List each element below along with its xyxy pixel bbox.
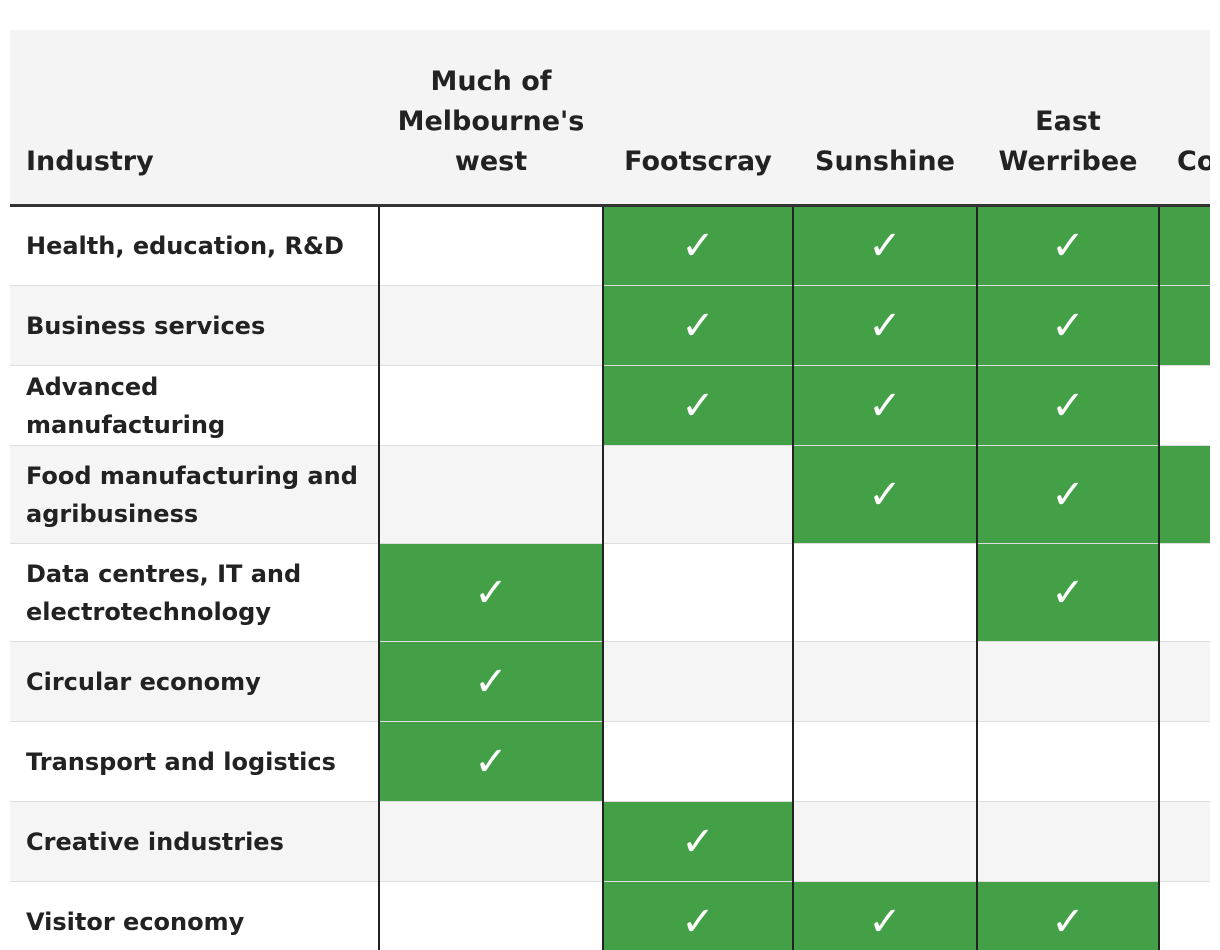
industry-name: Data centres, IT and electrotechnology: [10, 543, 380, 642]
industry-name: Business services: [10, 285, 380, 366]
column-header-melbournes-west: Much of Melbourne's west: [379, 30, 603, 207]
cell-clipped: ✓: [1159, 445, 1210, 544]
cell-west: [379, 285, 604, 366]
cell-west: [379, 881, 604, 950]
cell-east-werribee: [977, 801, 1160, 882]
cell-sunshine: [793, 641, 978, 722]
header-line: Werribee: [998, 146, 1138, 177]
checkmark-icon: ✓: [1051, 898, 1085, 945]
table-row: Business services ✓ ✓ ✓ ✓: [10, 285, 1210, 366]
cell-footscray: ✓: [603, 205, 794, 286]
checkmark-icon: ✓: [681, 302, 715, 349]
cell-sunshine: [793, 543, 978, 642]
column-header-east-werribee: East Werribee: [977, 30, 1159, 207]
header-line: Melbourne's: [397, 106, 585, 137]
table-row: Health, education, R&D ✓ ✓ ✓ ✓: [10, 205, 1210, 286]
checkmark-icon: ✓: [868, 302, 902, 349]
cell-east-werribee: ✓: [977, 543, 1160, 642]
cell-footscray: [603, 543, 794, 642]
table-row: Visitor economy ✓ ✓ ✓: [10, 881, 1210, 950]
cell-footscray: [603, 641, 794, 722]
checkmark-icon: ✓: [868, 471, 902, 518]
industry-name: Advanced manufacturing: [10, 365, 380, 446]
table-row: Transport and logistics ✓: [10, 721, 1210, 802]
cell-clipped: [1159, 365, 1210, 446]
header-line: west: [454, 146, 528, 177]
cell-sunshine: [793, 721, 978, 802]
checkmark-icon: ✓: [868, 898, 902, 945]
column-header-footscray: Footscray: [603, 30, 793, 207]
checkmark-icon: ✓: [681, 223, 715, 269]
table-row: Creative industries ✓: [10, 801, 1210, 882]
checkmark-icon: ✓: [1051, 471, 1085, 518]
checkmark-icon: ✓: [868, 223, 902, 269]
industry-name: Visitor economy: [10, 881, 380, 950]
cell-west: ✓: [379, 721, 604, 802]
column-header-sunshine: Sunshine: [793, 30, 977, 207]
cell-east-werribee: [977, 721, 1160, 802]
table-row: Data centres, IT and electrotechnology ✓ ✓: [10, 543, 1210, 642]
checkmark-icon: ✓: [474, 569, 508, 616]
cell-east-werribee: ✓: [977, 445, 1160, 544]
header-line: East: [1035, 106, 1101, 137]
cell-sunshine: ✓: [793, 205, 978, 286]
cell-clipped: [1159, 801, 1210, 882]
column-header-clipped: Co: [1159, 30, 1210, 207]
checkmark-icon: ✓: [474, 738, 508, 785]
table-row: Advanced manufacturing ✓ ✓ ✓: [10, 365, 1210, 446]
cell-clipped: ✓: [1159, 285, 1210, 366]
industry-table-container: Industry Much of Melbourne's west Footsc…: [10, 30, 1210, 950]
industry-name: Food manufacturing and agribusiness: [10, 445, 380, 544]
checkmark-icon: ✓: [1051, 302, 1085, 349]
industry-name: Health, education, R&D: [10, 205, 380, 286]
cell-footscray: [603, 445, 794, 544]
table-body: Health, education, R&D✓✓✓✓Business servi…: [10, 205, 1210, 950]
cell-sunshine: ✓: [793, 285, 978, 366]
table-row: Circular economy ✓: [10, 641, 1210, 722]
cell-east-werribee: ✓: [977, 285, 1160, 366]
checkmark-icon: ✓: [474, 658, 508, 705]
cell-sunshine: ✓: [793, 881, 978, 950]
industry-name: Transport and logistics: [10, 721, 380, 802]
checkmark-icon: ✓: [868, 382, 902, 429]
cell-west: [379, 205, 604, 286]
cell-west: ✓: [379, 641, 604, 722]
checkmark-icon: ✓: [681, 382, 715, 429]
cell-clipped: [1159, 543, 1210, 642]
cell-footscray: ✓: [603, 801, 794, 882]
cell-clipped: [1159, 641, 1210, 722]
cell-east-werribee: ✓: [977, 205, 1160, 286]
checkmark-icon: ✓: [1051, 569, 1085, 616]
table-row: Food manufacturing and agribusiness ✓ ✓ ✓: [10, 445, 1210, 544]
industry-name: Circular economy: [10, 641, 380, 722]
cell-footscray: ✓: [603, 881, 794, 950]
checkmark-icon: ✓: [681, 818, 715, 865]
checkmark-icon: ✓: [681, 898, 715, 945]
cell-east-werribee: [977, 641, 1160, 722]
cell-west: [379, 445, 604, 544]
table-header-row: Industry Much of Melbourne's west Footsc…: [10, 30, 1210, 207]
cell-sunshine: ✓: [793, 365, 978, 446]
cell-clipped: ✓: [1159, 205, 1210, 286]
cell-clipped: [1159, 721, 1210, 802]
industry-precinct-table: Industry Much of Melbourne's west Footsc…: [10, 30, 1210, 950]
cell-east-werribee: ✓: [977, 881, 1160, 950]
cell-clipped: [1159, 881, 1210, 950]
cell-west: [379, 365, 604, 446]
cell-east-werribee: ✓: [977, 365, 1160, 446]
checkmark-icon: ✓: [1051, 382, 1085, 429]
column-header-industry: Industry: [10, 30, 379, 207]
header-line: Much of: [430, 66, 552, 97]
checkmark-icon: ✓: [1051, 223, 1085, 269]
cell-footscray: ✓: [603, 285, 794, 366]
cell-sunshine: ✓: [793, 445, 978, 544]
cell-footscray: [603, 721, 794, 802]
cell-west: ✓: [379, 543, 604, 642]
industry-name: Creative industries: [10, 801, 380, 882]
cell-footscray: ✓: [603, 365, 794, 446]
cell-sunshine: [793, 801, 978, 882]
cell-west: [379, 801, 604, 882]
